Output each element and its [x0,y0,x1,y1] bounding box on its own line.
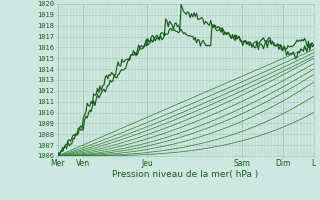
X-axis label: Pression niveau de la mer( hPa ): Pression niveau de la mer( hPa ) [112,170,259,179]
